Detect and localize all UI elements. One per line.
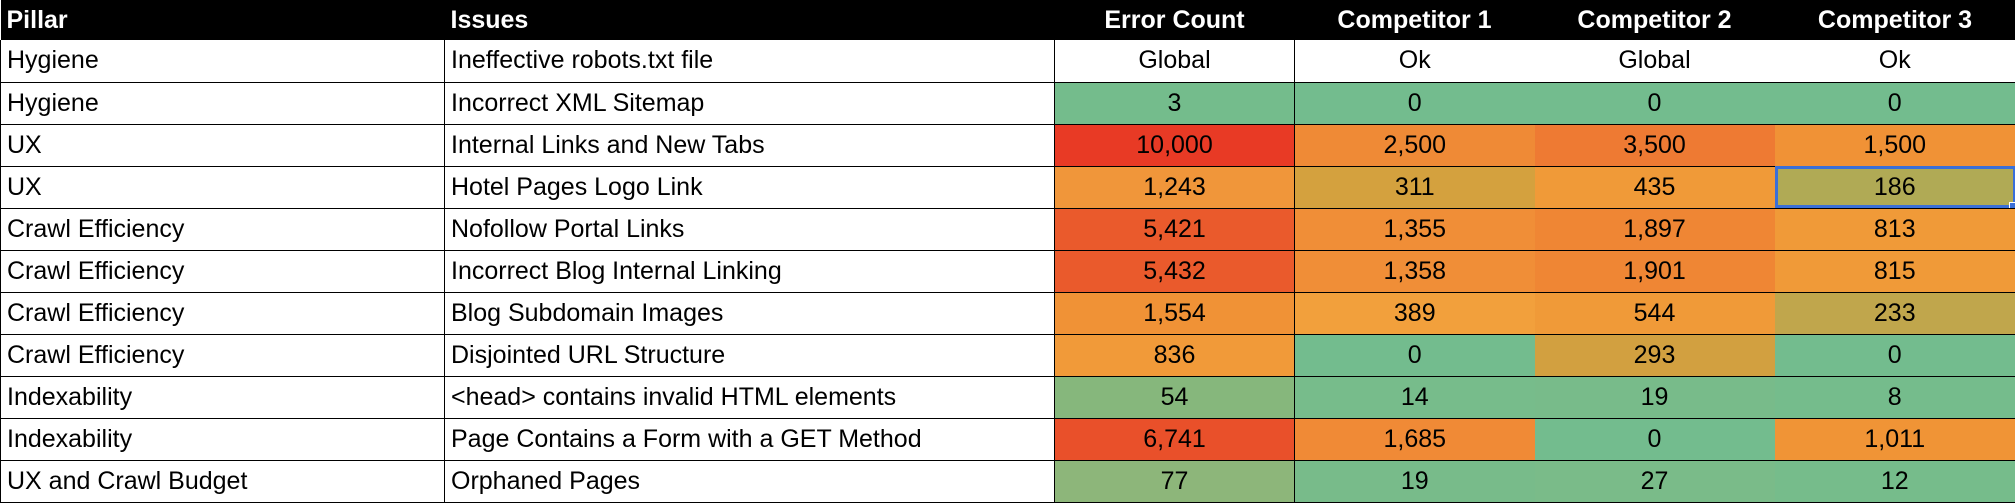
issue-cell[interactable]: Nofollow Portal Links bbox=[444, 208, 1055, 251]
competitor-3-cell[interactable]: 813 bbox=[1774, 208, 2015, 251]
competitor-1-cell[interactable]: 0 bbox=[1294, 82, 1535, 125]
pillar-cell[interactable]: UX and Crawl Budget bbox=[0, 460, 445, 503]
error-count-cell[interactable]: 1,243 bbox=[1054, 166, 1295, 209]
pillar-cell[interactable]: Indexability bbox=[0, 418, 445, 461]
pillar-cell[interactable]: Hygiene bbox=[0, 40, 445, 83]
competitor-3-cell[interactable]: 0 bbox=[1774, 82, 2015, 125]
competitor-3-cell-selected[interactable]: 186 bbox=[1774, 166, 2015, 209]
pillar-cell[interactable]: UX bbox=[0, 166, 445, 209]
error-count-cell[interactable]: 54 bbox=[1054, 376, 1295, 419]
competitor-1-cell[interactable]: 389 bbox=[1294, 292, 1535, 335]
pillar-cell[interactable]: Crawl Efficiency bbox=[0, 208, 445, 251]
error-count-cell[interactable]: 836 bbox=[1054, 334, 1295, 377]
table-row: Crawl Efficiency Disjointed URL Structur… bbox=[0, 334, 2015, 377]
pillar-cell[interactable]: Crawl Efficiency bbox=[0, 334, 445, 377]
issue-cell[interactable]: Internal Links and New Tabs bbox=[444, 124, 1055, 167]
table-row: UX Hotel Pages Logo Link 1,243 311 435 1… bbox=[0, 166, 2015, 209]
competitor-2-cell[interactable]: 0 bbox=[1534, 82, 1775, 125]
table-row: Indexability <head> contains invalid HTM… bbox=[0, 376, 2015, 419]
table-row: Crawl Efficiency Nofollow Portal Links 5… bbox=[0, 208, 2015, 251]
issue-cell[interactable]: Disjointed URL Structure bbox=[444, 334, 1055, 377]
issue-cell[interactable]: Orphaned Pages bbox=[444, 460, 1055, 503]
competitor-2-cell[interactable]: 19 bbox=[1534, 376, 1775, 419]
competitor-2-cell[interactable]: 1,901 bbox=[1534, 250, 1775, 293]
competitor-1-cell[interactable]: 1,355 bbox=[1294, 208, 1535, 251]
competitor-1-cell[interactable]: 1,358 bbox=[1294, 250, 1535, 293]
error-count-cell[interactable]: 3 bbox=[1054, 82, 1295, 125]
pillar-cell[interactable]: Indexability bbox=[0, 376, 445, 419]
error-count-cell[interactable]: 5,432 bbox=[1054, 250, 1295, 293]
error-count-cell[interactable]: 1,554 bbox=[1054, 292, 1295, 335]
competitor-2-cell[interactable]: 293 bbox=[1534, 334, 1775, 377]
competitor-1-cell[interactable]: 14 bbox=[1294, 376, 1535, 419]
header-pillar[interactable]: Pillar bbox=[0, 0, 445, 40]
issue-cell[interactable]: Incorrect Blog Internal Linking bbox=[444, 250, 1055, 293]
competitor-1-cell[interactable]: Ok bbox=[1294, 40, 1535, 83]
competitor-1-cell[interactable]: 19 bbox=[1294, 460, 1535, 503]
competitor-3-cell[interactable]: 12 bbox=[1774, 460, 2015, 503]
competitor-1-cell[interactable]: 1,685 bbox=[1294, 418, 1535, 461]
error-count-cell[interactable]: Global bbox=[1054, 40, 1295, 83]
competitor-1-cell[interactable]: 2,500 bbox=[1294, 124, 1535, 167]
header-competitor-3[interactable]: Competitor 3 bbox=[1774, 0, 2015, 40]
competitor-3-cell[interactable]: 1,500 bbox=[1774, 124, 2015, 167]
competitor-2-cell[interactable]: Global bbox=[1534, 40, 1775, 83]
table-row: Hygiene Ineffective robots.txt file Glob… bbox=[0, 40, 2015, 83]
table-row: Crawl Efficiency Blog Subdomain Images 1… bbox=[0, 292, 2015, 335]
header-issues[interactable]: Issues bbox=[444, 0, 1055, 40]
table-row: Hygiene Incorrect XML Sitemap 3 0 0 0 bbox=[0, 82, 2015, 125]
competitor-2-cell[interactable]: 0 bbox=[1534, 418, 1775, 461]
table-row: Indexability Page Contains a Form with a… bbox=[0, 418, 2015, 461]
error-count-cell[interactable]: 10,000 bbox=[1054, 124, 1295, 167]
pillar-cell[interactable]: Crawl Efficiency bbox=[0, 292, 445, 335]
error-count-cell[interactable]: 77 bbox=[1054, 460, 1295, 503]
fill-handle[interactable] bbox=[2009, 201, 2015, 207]
competitor-3-cell[interactable]: 8 bbox=[1774, 376, 2015, 419]
competitor-3-cell[interactable]: 0 bbox=[1774, 334, 2015, 377]
pillar-cell[interactable]: Crawl Efficiency bbox=[0, 250, 445, 293]
selected-cell-value: 186 bbox=[1873, 172, 1916, 201]
table-row: Crawl Efficiency Incorrect Blog Internal… bbox=[0, 250, 2015, 293]
header-competitor-1[interactable]: Competitor 1 bbox=[1294, 0, 1535, 40]
competitor-3-cell[interactable]: 815 bbox=[1774, 250, 2015, 293]
error-count-cell[interactable]: 5,421 bbox=[1054, 208, 1295, 251]
issue-cell[interactable]: Incorrect XML Sitemap bbox=[444, 82, 1055, 125]
header-error-count[interactable]: Error Count bbox=[1054, 0, 1295, 40]
competitor-2-cell[interactable]: 544 bbox=[1534, 292, 1775, 335]
issue-cell[interactable]: Hotel Pages Logo Link bbox=[444, 166, 1055, 209]
issue-cell[interactable]: Blog Subdomain Images bbox=[444, 292, 1055, 335]
competitor-3-cell[interactable]: Ok bbox=[1774, 40, 2015, 83]
competitor-1-cell[interactable]: 311 bbox=[1294, 166, 1535, 209]
table-row: UX and Crawl Budget Orphaned Pages 77 19… bbox=[0, 460, 2015, 503]
competitor-2-cell[interactable]: 435 bbox=[1534, 166, 1775, 209]
competitor-1-cell[interactable]: 0 bbox=[1294, 334, 1535, 377]
header-row: Pillar Issues Error Count Competitor 1 C… bbox=[0, 0, 2015, 40]
competitor-3-cell[interactable]: 233 bbox=[1774, 292, 2015, 335]
error-count-cell[interactable]: 6,741 bbox=[1054, 418, 1295, 461]
issue-cell[interactable]: <head> contains invalid HTML elements bbox=[444, 376, 1055, 419]
pillar-cell[interactable]: Hygiene bbox=[0, 82, 445, 125]
pillar-cell[interactable]: UX bbox=[0, 124, 445, 167]
table-row: UX Internal Links and New Tabs 10,000 2,… bbox=[0, 124, 2015, 167]
competitor-2-cell[interactable]: 27 bbox=[1534, 460, 1775, 503]
competitor-2-cell[interactable]: 1,897 bbox=[1534, 208, 1775, 251]
competitor-3-cell[interactable]: 1,011 bbox=[1774, 418, 2015, 461]
header-competitor-2[interactable]: Competitor 2 bbox=[1534, 0, 1775, 40]
competitor-2-cell[interactable]: 3,500 bbox=[1534, 124, 1775, 167]
issue-cell[interactable]: Ineffective robots.txt file bbox=[444, 40, 1055, 83]
issue-cell[interactable]: Page Contains a Form with a GET Method bbox=[444, 418, 1055, 461]
